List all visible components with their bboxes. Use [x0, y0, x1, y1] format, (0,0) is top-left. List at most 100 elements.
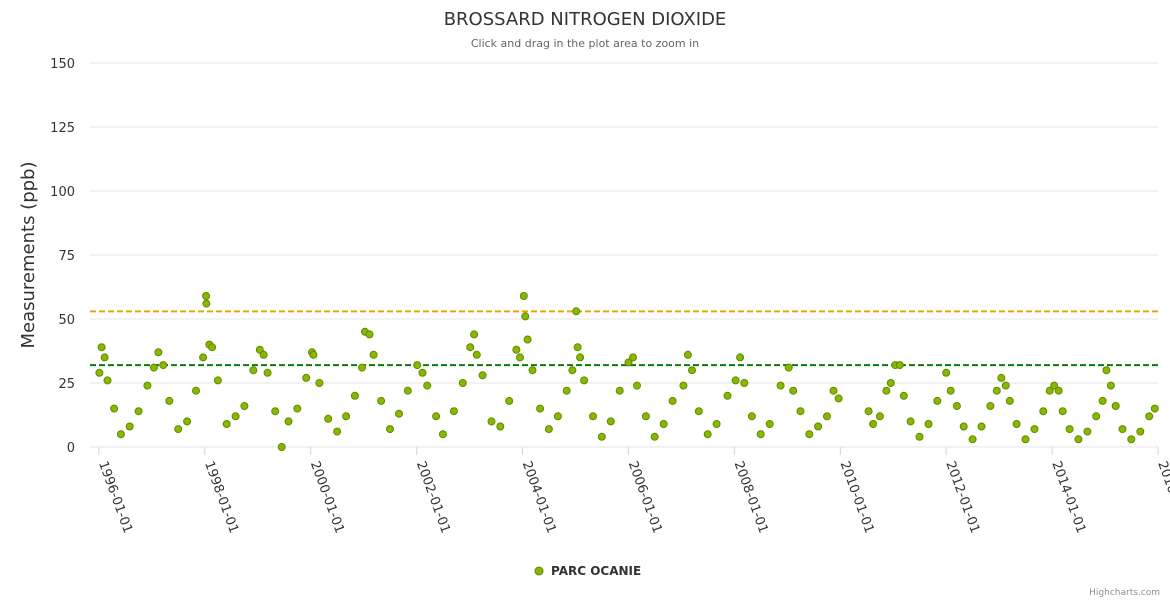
data-point[interactable]: [952, 402, 961, 410]
data-point[interactable]: [231, 412, 240, 421]
data-point[interactable]: [350, 391, 359, 400]
data-point[interactable]: [641, 412, 650, 421]
data-point[interactable]: [814, 422, 823, 431]
data-point[interactable]: [805, 430, 814, 439]
data-point[interactable]: [125, 422, 134, 431]
data-point[interactable]: [386, 425, 394, 434]
data-point[interactable]: [1030, 425, 1039, 434]
data-point[interactable]: [723, 391, 732, 400]
data-point[interactable]: [143, 381, 152, 390]
data-point[interactable]: [1150, 404, 1159, 413]
data-point[interactable]: [259, 350, 268, 359]
data-point[interactable]: [1045, 386, 1054, 395]
data-point[interactable]: [333, 427, 342, 436]
data-point[interactable]: [154, 348, 163, 357]
data-point[interactable]: [1127, 435, 1136, 444]
data-point[interactable]: [1083, 427, 1092, 436]
data-point[interactable]: [1145, 412, 1154, 421]
legend[interactable]: PARC OCANIE: [534, 564, 641, 578]
data-point[interactable]: [1054, 386, 1063, 395]
data-point[interactable]: [523, 335, 532, 344]
data-point[interactable]: [615, 386, 624, 395]
data-point[interactable]: [992, 386, 1001, 395]
data-point[interactable]: [438, 430, 447, 439]
data-point[interactable]: [997, 373, 1006, 382]
data-point[interactable]: [776, 381, 785, 390]
data-point[interactable]: [213, 376, 222, 385]
data-point[interactable]: [946, 386, 955, 395]
data-point[interactable]: [202, 299, 211, 308]
data-point[interactable]: [736, 353, 745, 362]
data-point[interactable]: [103, 376, 112, 385]
data-point[interactable]: [466, 343, 475, 352]
data-point[interactable]: [458, 379, 467, 387]
data-point[interactable]: [756, 430, 765, 439]
data-point[interactable]: [377, 396, 386, 405]
data-point[interactable]: [263, 368, 272, 377]
data-point[interactable]: [222, 420, 231, 428]
data-point[interactable]: [512, 345, 521, 354]
data-point[interactable]: [624, 358, 633, 367]
data-point[interactable]: [284, 417, 293, 426]
data-point[interactable]: [519, 292, 528, 300]
data-point[interactable]: [240, 402, 249, 410]
data-point[interactable]: [470, 330, 479, 339]
data-point[interactable]: [1012, 420, 1021, 428]
data-point[interactable]: [536, 404, 545, 413]
data-point[interactable]: [418, 368, 427, 377]
data-point[interactable]: [679, 381, 688, 390]
data-point[interactable]: [315, 379, 324, 387]
data-point[interactable]: [413, 361, 422, 370]
data-point[interactable]: [116, 430, 125, 439]
data-point[interactable]: [712, 420, 721, 428]
data-point[interactable]: [688, 366, 696, 375]
data-point[interactable]: [576, 353, 585, 362]
series-points[interactable]: [95, 292, 1159, 451]
data-point[interactable]: [629, 353, 637, 362]
data-point[interactable]: [829, 386, 838, 395]
data-point[interactable]: [199, 353, 208, 362]
data-point[interactable]: [208, 343, 217, 352]
data-point[interactable]: [694, 407, 703, 416]
data-point[interactable]: [183, 417, 192, 426]
data-point[interactable]: [174, 425, 183, 434]
data-point[interactable]: [703, 430, 712, 439]
data-point[interactable]: [1106, 381, 1115, 390]
data-point[interactable]: [933, 396, 942, 405]
data-point[interactable]: [202, 292, 211, 300]
data-point[interactable]: [110, 404, 119, 413]
data-point[interactable]: [449, 407, 458, 416]
data-point[interactable]: [293, 404, 302, 413]
data-point[interactable]: [765, 420, 774, 428]
data-point[interactable]: [192, 386, 200, 395]
data-point[interactable]: [573, 343, 582, 352]
data-point[interactable]: [977, 422, 986, 431]
data-point[interactable]: [277, 443, 286, 451]
data-point[interactable]: [1039, 407, 1048, 416]
data-point[interactable]: [899, 391, 908, 400]
data-point[interactable]: [369, 350, 378, 359]
data-point[interactable]: [403, 386, 412, 395]
data-point[interactable]: [365, 330, 374, 339]
data-point[interactable]: [633, 381, 641, 390]
data-point[interactable]: [1098, 396, 1107, 405]
data-point[interactable]: [1092, 412, 1101, 421]
data-point[interactable]: [659, 420, 668, 428]
data-point[interactable]: [924, 420, 933, 428]
data-point[interactable]: [784, 363, 793, 372]
data-point[interactable]: [882, 386, 891, 395]
data-point[interactable]: [324, 414, 333, 423]
data-point[interactable]: [968, 435, 977, 444]
data-point[interactable]: [562, 386, 571, 395]
data-point[interactable]: [580, 376, 589, 385]
data-point[interactable]: [302, 373, 311, 382]
data-point[interactable]: [789, 386, 798, 395]
data-point[interactable]: [864, 407, 873, 416]
data-point[interactable]: [589, 412, 597, 421]
data-point[interactable]: [309, 350, 318, 359]
data-point[interactable]: [683, 350, 692, 359]
data-point[interactable]: [1111, 402, 1120, 410]
data-point[interactable]: [572, 307, 581, 316]
data-point[interactable]: [986, 402, 995, 410]
